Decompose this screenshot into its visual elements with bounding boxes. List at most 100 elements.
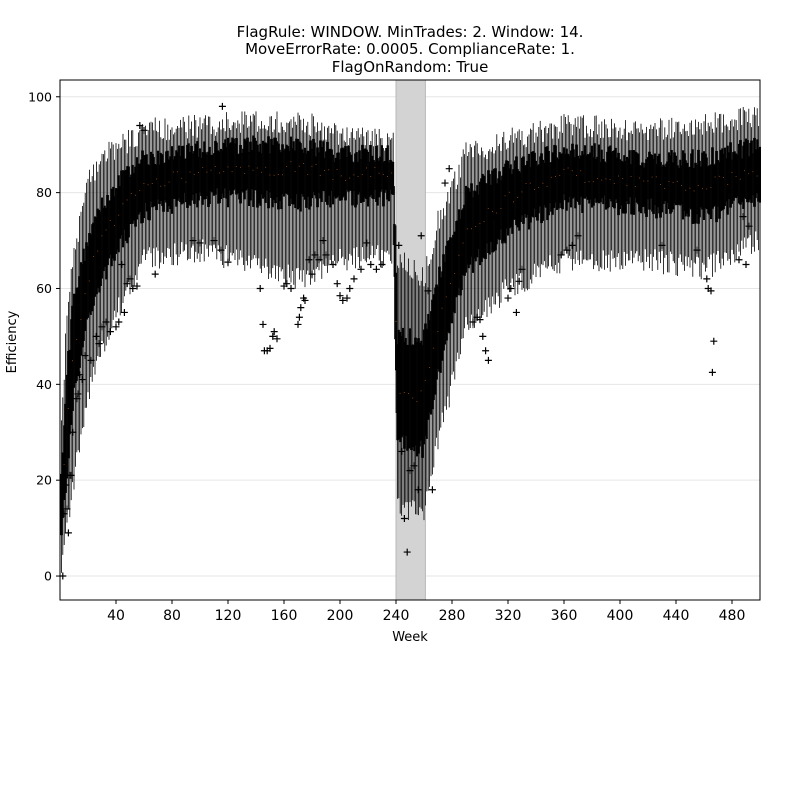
box-week-380 <box>591 137 594 255</box>
outlier-33 <box>217 246 225 254</box>
box-week-44 <box>120 147 123 313</box>
outlier-56 <box>319 237 327 245</box>
box-week-179 <box>309 135 312 285</box>
x-tick-label: 480 <box>719 608 746 624</box>
box-week-52 <box>131 130 134 288</box>
box-week-421 <box>648 129 651 269</box>
box-week-238 <box>392 132 395 246</box>
outlier-97 <box>574 232 582 240</box>
outlier-10 <box>76 371 84 379</box>
outlier-28 <box>140 126 148 134</box>
outlier-7 <box>69 428 77 436</box>
box-week-499 <box>757 126 760 251</box>
box-week-184 <box>316 122 319 268</box>
outlier-63 <box>346 284 354 292</box>
box-week-58 <box>140 125 143 264</box>
box-week-160 <box>283 130 286 279</box>
box-week-124 <box>232 122 235 254</box>
box-week-346 <box>543 127 546 262</box>
box-week-8 <box>70 268 73 501</box>
box-week-290 <box>465 142 468 318</box>
box-week-19 <box>85 182 88 408</box>
box-week-74 <box>162 138 165 265</box>
outlier-85 <box>479 332 487 340</box>
outlier-30 <box>189 237 197 245</box>
box-week-257 <box>418 285 421 508</box>
box-week-422 <box>649 124 652 255</box>
outlier-19 <box>112 323 120 331</box>
box-week-151 <box>270 116 273 278</box>
x-tick-label: 240 <box>383 608 410 624</box>
box-week-403 <box>623 128 626 252</box>
box-week-62 <box>145 135 148 255</box>
box-week-232 <box>383 150 386 252</box>
box-week-25 <box>93 180 96 375</box>
box-week-140 <box>254 111 257 259</box>
box-week-431 <box>662 139 665 275</box>
box-week-182 <box>313 126 316 282</box>
box-week-128 <box>238 123 241 260</box>
y-tick-label: 20 <box>36 473 52 488</box>
box-week-298 <box>476 143 479 321</box>
box-week-365 <box>570 123 573 260</box>
box-week-494 <box>750 127 753 254</box>
box-week-133 <box>245 115 248 261</box>
box-week-358 <box>560 115 563 255</box>
x-tick-label: 320 <box>495 608 522 624</box>
box-week-484 <box>736 130 739 245</box>
box-week-193 <box>329 133 332 261</box>
outlier-35 <box>218 102 226 110</box>
box-week-482 <box>733 119 736 263</box>
box-week-496 <box>753 107 756 252</box>
box-week-194 <box>330 128 333 266</box>
box-week-91 <box>186 138 189 261</box>
box-week-95 <box>191 135 194 246</box>
outlier-55 <box>315 256 323 264</box>
box-week-230 <box>381 137 384 251</box>
box-week-397 <box>614 127 617 268</box>
box-week-430 <box>661 120 664 252</box>
outlier-59 <box>333 280 341 288</box>
box-week-229 <box>379 138 382 268</box>
box-week-244 <box>400 262 403 516</box>
box-week-53 <box>133 146 136 286</box>
outlier-53 <box>308 270 316 278</box>
box-week-287 <box>460 156 463 339</box>
box-week-437 <box>670 117 673 255</box>
x-tick-label: 440 <box>663 608 690 624</box>
outlier-16 <box>98 323 106 331</box>
box-week-304 <box>484 154 487 301</box>
box-week-242 <box>397 267 400 499</box>
box-week-187 <box>320 122 323 279</box>
box-week-206 <box>347 145 350 261</box>
x-tick-label: 120 <box>215 608 242 624</box>
box-week-169 <box>295 124 298 269</box>
box-week-278 <box>448 203 451 408</box>
outlier-61 <box>339 296 347 304</box>
outlier-24 <box>126 275 134 283</box>
outlier-54 <box>311 251 319 259</box>
outlier-4 <box>64 529 72 537</box>
box-week-338 <box>532 123 535 275</box>
box-week-40 <box>114 143 117 318</box>
box-week-400 <box>619 127 622 270</box>
box-week-164 <box>288 121 291 278</box>
box-week-268 <box>434 240 437 447</box>
box-week-13 <box>77 241 80 451</box>
box-week-305 <box>486 159 489 318</box>
box-week-88 <box>182 116 185 252</box>
outlier-89 <box>504 294 512 302</box>
outlier-74 <box>406 467 414 475</box>
box-week-493 <box>749 123 752 236</box>
outlier-52 <box>305 256 313 264</box>
box-week-457 <box>698 129 701 277</box>
box-week-452 <box>691 134 694 277</box>
box-week-211 <box>354 139 357 269</box>
outlier-88 <box>490 213 498 221</box>
outlier-80 <box>441 179 449 187</box>
box-week-274 <box>442 208 445 423</box>
box-week-491 <box>746 121 749 239</box>
outlier-76 <box>414 486 422 494</box>
box-week-442 <box>677 121 680 258</box>
box-week-398 <box>616 137 619 258</box>
